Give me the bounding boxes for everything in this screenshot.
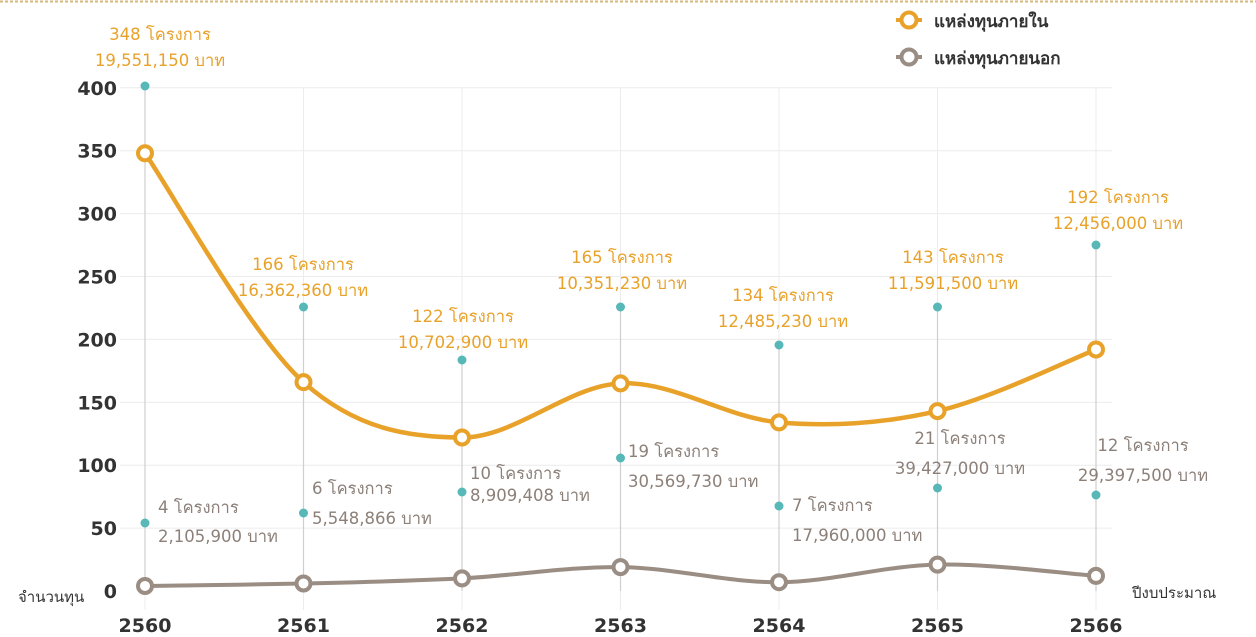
- callout-dot-internal-2561: [299, 302, 308, 312]
- x-tick-label: 2566: [1070, 615, 1123, 637]
- x-axis-title: ปีงบประมาณ: [1131, 584, 1216, 602]
- series-lines: [136, 144, 1105, 595]
- data-label-external-projects: 19 โครงการ: [628, 442, 719, 461]
- data-label-external-amount: 8,909,408 บาท: [470, 486, 590, 505]
- legend: แหล่งทุนภายใน แหล่งทุนภายนอก: [896, 10, 1061, 69]
- y-tick-label: 0: [104, 581, 117, 603]
- callout-dot-internal-2563: [616, 302, 625, 312]
- legend-label-external: แหล่งทุนภายนอก: [934, 49, 1061, 69]
- legend-item-external: แหล่งทุนภายนอก: [896, 47, 1061, 69]
- data-label-internal-amount: 19,551,150 บาท: [95, 51, 225, 70]
- data-label-external-projects: 6 โครงการ: [312, 479, 393, 498]
- callout-dot-internal-2565: [933, 302, 942, 312]
- callout-dot-external-2560: [140, 518, 150, 528]
- legend-item-internal: แหล่งทุนภายใน: [896, 10, 1049, 32]
- x-tick-label: 2565: [911, 615, 964, 637]
- y-tick-label: 300: [77, 204, 117, 226]
- point-external-2562: [453, 569, 471, 588]
- callout-dot-external-2565: [933, 483, 942, 493]
- data-label-internal-amount: 16,362,360 บาท: [238, 281, 368, 300]
- data-label-external-amount: 17,960,000 บาท: [792, 526, 922, 545]
- point-internal-2560: [136, 144, 154, 163]
- data-label-internal-amount: 10,351,230 บาท: [557, 274, 687, 293]
- data-label-external-amount: 30,569,730 บาท: [628, 472, 758, 491]
- y-tick-label: 350: [77, 141, 117, 163]
- data-labels: 348 โครงการ 19,551,150 บาท 4 โครงการ 2,105,…: [95, 25, 1208, 546]
- callout-dot-external-2562: [457, 487, 467, 497]
- y-tick-label: 150: [77, 392, 117, 414]
- point-internal-2564: [770, 413, 788, 432]
- data-label-internal-projects: 166 โครงการ: [252, 255, 354, 274]
- point-internal-2565: [928, 402, 947, 421]
- point-external-2565: [928, 555, 947, 574]
- data-label-internal-projects: 122 โครงการ: [412, 307, 514, 326]
- point-internal-2562: [453, 428, 471, 447]
- x-tick-label: 2562: [436, 615, 489, 637]
- data-label-external-amount: 5,548,866 บาท: [312, 509, 432, 528]
- data-label-external-amount: 29,397,500 บาท: [1078, 466, 1208, 485]
- point-external-2561: [294, 574, 313, 593]
- point-external-2566: [1087, 566, 1105, 585]
- x-tick-label: 2560: [119, 615, 172, 637]
- callout-dot-internal-2566: [1091, 240, 1101, 250]
- callout-dot-internal-2562: [457, 355, 467, 365]
- data-label-internal-amount: 12,456,000 บาท: [1053, 214, 1183, 233]
- x-tick-label: 2561: [277, 615, 330, 637]
- data-label-internal-amount: 11,591,500 บาท: [888, 274, 1018, 293]
- legend-marker-external: [899, 47, 919, 67]
- point-external-2564: [770, 573, 788, 592]
- data-label-external-projects: 10 โครงการ: [470, 464, 561, 483]
- data-label-internal-projects: 348 โครงการ: [109, 25, 211, 44]
- callout-dot-external-2561: [299, 508, 308, 518]
- data-label-external-amount: 2,105,900 บาท: [158, 527, 278, 546]
- data-label-external-amount: 39,427,000 บาท: [895, 459, 1025, 478]
- y-axis-title: จำนวนทุน: [18, 588, 84, 607]
- data-label-internal-amount: 10,702,900 บาท: [398, 333, 528, 352]
- data-label-external-projects: 7 โครงการ: [792, 496, 873, 515]
- legend-marker-internal: [899, 10, 919, 30]
- callout-stems: [140, 81, 1101, 591]
- legend-label-internal: แหล่งทุนภายใน: [934, 11, 1049, 32]
- y-tick-label: 100: [77, 455, 117, 477]
- y-tick-label: 50: [91, 518, 117, 540]
- data-label-internal-projects: 143 โครงการ: [902, 248, 1004, 267]
- data-label-internal-projects: 192 โครงการ: [1067, 188, 1169, 207]
- point-external-2560: [136, 576, 154, 595]
- callout-dot-external-2563: [616, 453, 625, 463]
- point-internal-2561: [294, 373, 313, 392]
- data-label-external-projects: 4 โครงการ: [158, 498, 239, 517]
- data-label-external-projects: 12 โครงการ: [1097, 436, 1188, 455]
- point-external-2563: [611, 558, 630, 577]
- x-tick-label: 2563: [594, 615, 647, 637]
- callout-dot-internal-2560: [140, 81, 150, 91]
- x-tick-label: 2564: [753, 615, 806, 637]
- y-tick-label: 400: [77, 78, 117, 100]
- callout-dot-external-2564: [774, 501, 784, 511]
- axes: 0 50 100 150 200 250 300 350 400 2560 2561 2562 2563…: [77, 78, 1122, 637]
- point-internal-2566: [1087, 340, 1105, 359]
- callout-dot-internal-2564: [774, 340, 784, 350]
- y-tick-label: 250: [77, 267, 117, 289]
- point-internal-2563: [611, 374, 630, 393]
- data-label-internal-projects: 165 โครงการ: [571, 248, 673, 267]
- y-tick-label: 200: [77, 329, 117, 351]
- data-label-internal-projects: 134 โครงการ: [732, 286, 834, 305]
- data-label-internal-amount: 12,485,230 บาท: [718, 312, 848, 331]
- callout-dot-external-2566: [1091, 490, 1101, 500]
- data-label-external-projects: 21 โครงการ: [914, 429, 1005, 448]
